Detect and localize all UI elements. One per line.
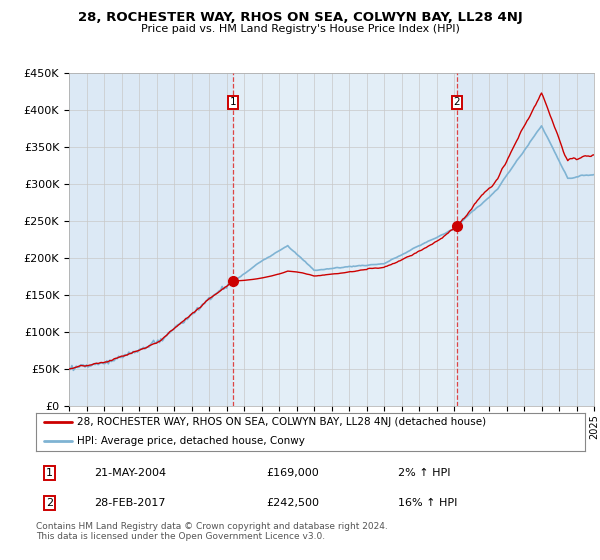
Text: 2: 2 <box>454 97 460 108</box>
Text: 2: 2 <box>46 498 53 508</box>
Text: 2% ↑ HPI: 2% ↑ HPI <box>398 468 451 478</box>
Text: £169,000: £169,000 <box>266 468 319 478</box>
Text: 21-MAY-2004: 21-MAY-2004 <box>94 468 166 478</box>
Text: 28, ROCHESTER WAY, RHOS ON SEA, COLWYN BAY, LL28 4NJ (detached house): 28, ROCHESTER WAY, RHOS ON SEA, COLWYN B… <box>77 417 487 427</box>
Text: 16% ↑ HPI: 16% ↑ HPI <box>398 498 458 508</box>
Text: Price paid vs. HM Land Registry's House Price Index (HPI): Price paid vs. HM Land Registry's House … <box>140 24 460 34</box>
Text: 28, ROCHESTER WAY, RHOS ON SEA, COLWYN BAY, LL28 4NJ: 28, ROCHESTER WAY, RHOS ON SEA, COLWYN B… <box>77 11 523 24</box>
Text: 28-FEB-2017: 28-FEB-2017 <box>94 498 165 508</box>
Text: 1: 1 <box>230 97 236 108</box>
Text: 1: 1 <box>46 468 53 478</box>
Text: Contains HM Land Registry data © Crown copyright and database right 2024.
This d: Contains HM Land Registry data © Crown c… <box>36 522 388 542</box>
Text: £242,500: £242,500 <box>266 498 320 508</box>
Bar <box>233 73 457 406</box>
Text: HPI: Average price, detached house, Conwy: HPI: Average price, detached house, Conw… <box>77 436 305 446</box>
